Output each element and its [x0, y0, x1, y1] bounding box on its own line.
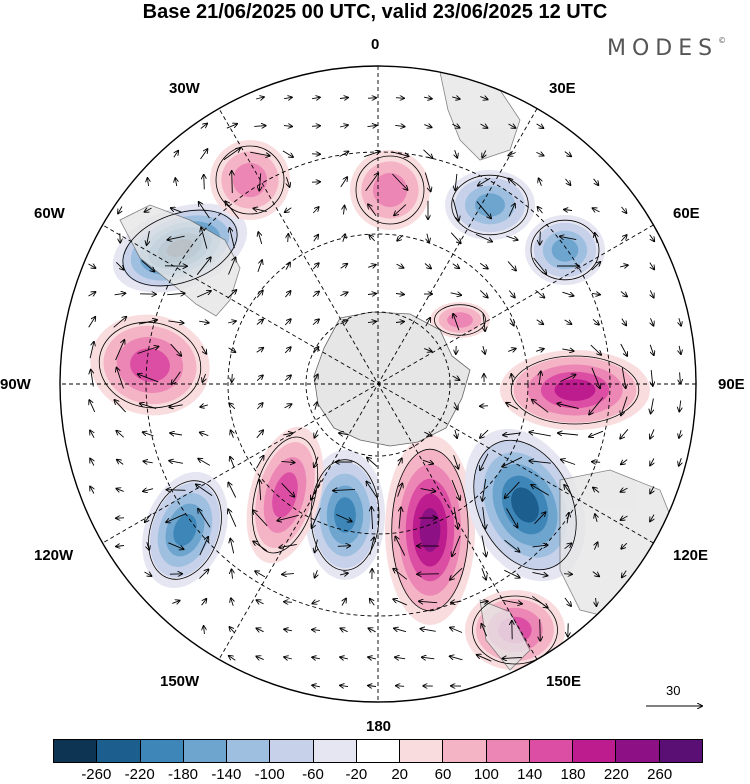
- colorbar-tick-label: -220: [125, 766, 155, 783]
- colorbar-swatch: [399, 740, 442, 762]
- colorbar-swatch: [356, 740, 399, 762]
- colorbar-tick-label: 100: [474, 766, 499, 783]
- colorbar-swatch: [659, 740, 702, 762]
- colorbar-swatch: [486, 740, 529, 762]
- colorbar-swatch: [529, 740, 572, 762]
- wind-vector-arrow: [338, 546, 350, 547]
- colorbar-swatch: [442, 740, 485, 762]
- lon-label-60w: 60W: [34, 206, 65, 222]
- wind-vector-arrow: [167, 490, 186, 491]
- wind-vector-arrow: [284, 602, 292, 603]
- wind-vector-arrow: [564, 574, 572, 575]
- lon-label-30e: 30E: [549, 81, 576, 97]
- lon-label-120w: 120W: [34, 548, 73, 564]
- anomaly-contour-fill: [233, 163, 267, 197]
- map-disc: [50, 60, 710, 720]
- colorbar-tick-label: -20: [345, 766, 367, 783]
- vector-reference-label: 30: [666, 683, 680, 698]
- lon-label-90w: 90W: [0, 377, 31, 393]
- wind-vector-arrow: [288, 234, 289, 242]
- colorbar-tick-label: 180: [560, 766, 585, 783]
- colorbar-ticks: -260 -220 -180 -140 -100 -60 -20 20 60 100 140 180 2…: [0, 766, 750, 784]
- colorbar-swatch: [140, 740, 183, 762]
- lon-label-60e: 60E: [673, 206, 700, 222]
- colorbar-swatch: [54, 740, 96, 762]
- anomaly-contour-fill: [555, 379, 596, 401]
- lon-label-90e: 90E: [718, 377, 745, 393]
- colorbar-tick-label: -140: [211, 766, 241, 783]
- anomaly-contour-fill: [420, 508, 441, 552]
- colorbar-tick-label: -260: [81, 766, 111, 783]
- colorbar-swatch: [183, 740, 226, 762]
- colorbar-swatch: [226, 740, 269, 762]
- wind-vector-arrow: [204, 175, 205, 190]
- colorbar-tick-label: 60: [435, 766, 452, 783]
- wind-vector-arrow: [312, 126, 320, 127]
- anomaly-contour-fill: [552, 238, 579, 261]
- lon-label-180: 180: [366, 719, 391, 735]
- wind-vector-arrow: [592, 462, 600, 463]
- lon-label-150w: 150W: [160, 674, 199, 690]
- colorbar-swatch: [572, 740, 615, 762]
- colorbar-swatch: [96, 740, 139, 762]
- wind-vector-arrow: [396, 686, 404, 687]
- lon-label-150e: 150E: [546, 674, 581, 690]
- wind-vector-arrow: [540, 619, 541, 641]
- wind-vector-arrow: [232, 374, 233, 382]
- colorbar-swatch: [269, 740, 312, 762]
- wind-vector-arrow: [232, 171, 233, 193]
- lon-label-120e: 120E: [673, 548, 708, 564]
- anomaly-contour-fill: [447, 312, 473, 327]
- colorbar-tick-label: 140: [517, 766, 542, 783]
- lon-label-0: 0: [371, 37, 379, 53]
- colorbar-tick-label: -100: [255, 766, 285, 783]
- wind-vector-arrow: [540, 231, 541, 244]
- colorbar-tick-label: 260: [647, 766, 672, 783]
- colorbar-tick-label: 220: [604, 766, 629, 783]
- colorbar-tick-label: -60: [302, 766, 324, 783]
- colorbar-swatch: [313, 740, 356, 762]
- colorbar-swatch: [615, 740, 658, 762]
- colorbar-tick-label: -180: [168, 766, 198, 783]
- wind-vector-arrow: [396, 98, 404, 99]
- colorbar: [53, 739, 703, 763]
- colorbar-tick-label: 20: [391, 766, 408, 783]
- lon-label-30w: 30W: [169, 81, 200, 97]
